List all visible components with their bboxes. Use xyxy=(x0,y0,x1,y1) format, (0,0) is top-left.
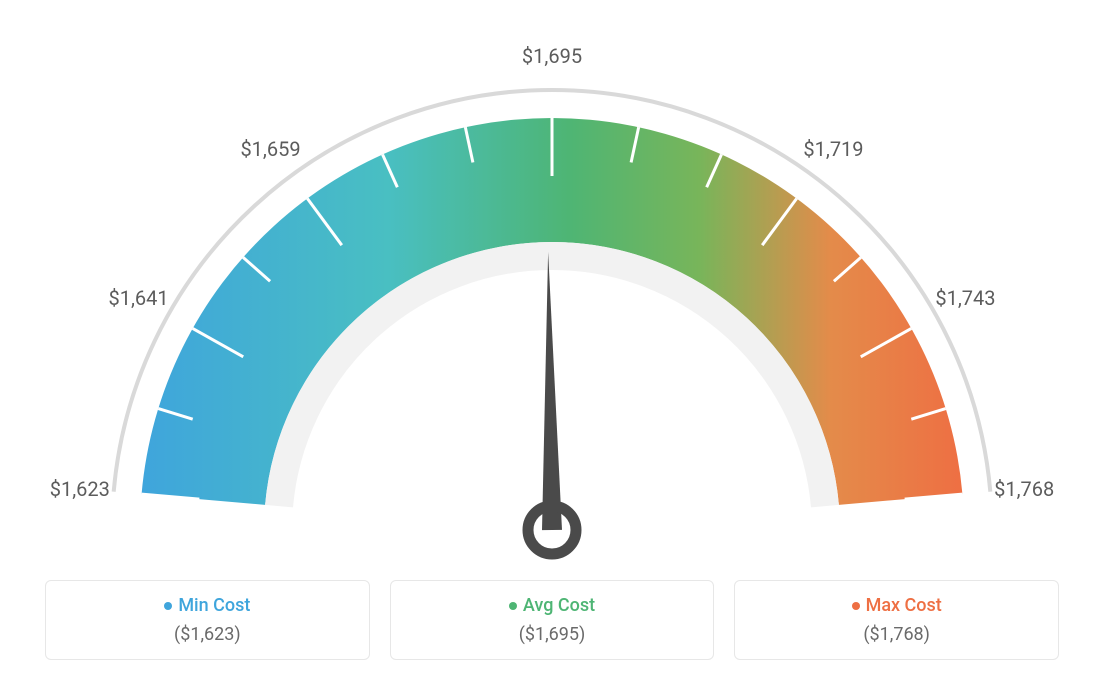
card-value: ($1,695) xyxy=(519,624,586,645)
tick-label: $1,641 xyxy=(109,286,169,310)
tick-label: $1,623 xyxy=(50,477,110,501)
card-label: Max Cost xyxy=(852,595,942,616)
card-avg-cost: Avg Cost ($1,695) xyxy=(390,580,715,660)
gauge-needle xyxy=(542,252,562,530)
card-value: ($1,768) xyxy=(863,624,930,645)
card-value: ($1,623) xyxy=(174,624,241,645)
card-label-text: Max Cost xyxy=(866,595,942,616)
card-max-cost: Max Cost ($1,768) xyxy=(734,580,1059,660)
gauge-svg xyxy=(52,10,1052,570)
tick-label: $1,659 xyxy=(240,137,300,161)
card-label: Avg Cost xyxy=(509,595,595,616)
card-min-cost: Min Cost ($1,623) xyxy=(45,580,370,660)
tick-label: $1,743 xyxy=(935,286,995,310)
cost-cards: Min Cost ($1,623) Avg Cost ($1,695) Max Cost… xyxy=(45,580,1059,660)
card-label-text: Avg Cost xyxy=(523,595,595,616)
tick-label: $1,695 xyxy=(522,44,582,68)
tick-label: $1,768 xyxy=(994,477,1054,501)
card-label-text: Min Cost xyxy=(178,595,250,616)
gauge-chart: $1,623 $1,641 $1,659 $1,695 $1,719 $1,743 $1,7… xyxy=(52,10,1052,570)
tick-label: $1,719 xyxy=(803,137,863,161)
legend-dot xyxy=(852,602,860,610)
legend-dot xyxy=(509,602,517,610)
card-label: Min Cost xyxy=(164,595,250,616)
legend-dot xyxy=(164,602,172,610)
